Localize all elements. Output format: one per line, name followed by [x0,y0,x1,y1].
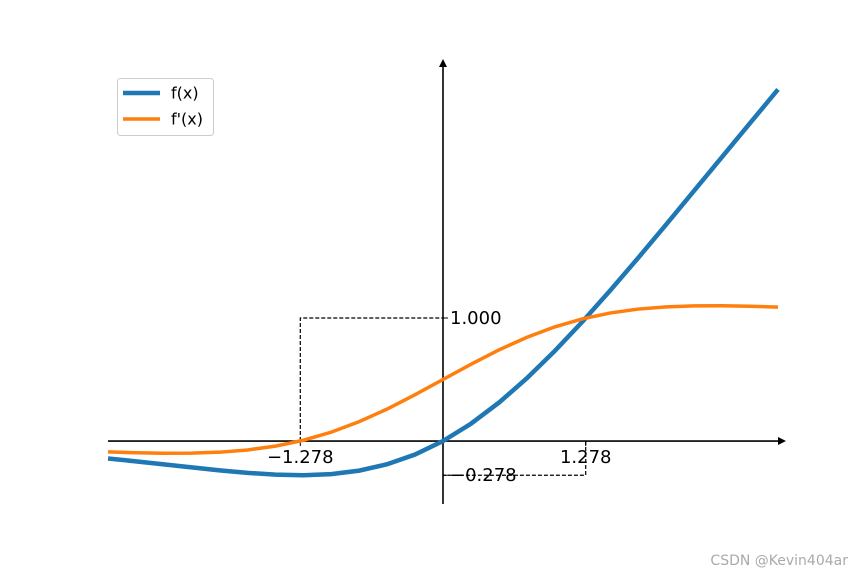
series-line [107,304,779,455]
x-tick-label: 1.278 [560,447,612,468]
y-arrow [439,59,447,67]
y-tick-label: −0.278 [450,465,517,486]
legend-label: f'(x) [171,110,203,129]
series-line [107,88,780,478]
guide-line [299,317,443,442]
legend-label: f(x) [171,84,199,103]
guide-line [443,441,587,476]
x-tick-label: −1.278 [267,447,334,468]
x-arrow [778,437,786,446]
y-tick-label: 1.000 [450,308,502,329]
watermark: CSDN @Kevin404ar [710,553,848,569]
